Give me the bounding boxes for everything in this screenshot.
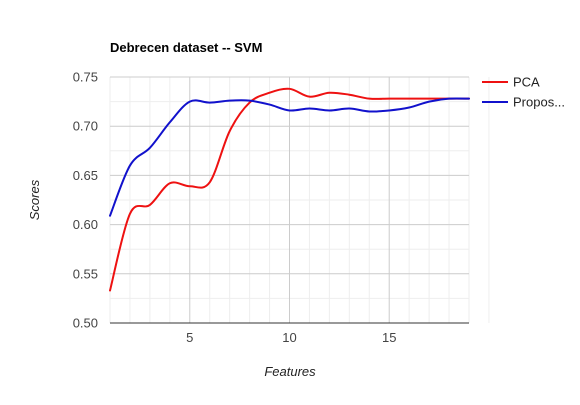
series-lines: [109, 87, 470, 292]
y-axis-title: Scores: [27, 179, 42, 220]
x-tick-label: 5: [186, 330, 193, 345]
series-line-pca: [109, 87, 470, 292]
y-tick-label: 0.50: [73, 316, 98, 331]
series-line-proposed: [109, 97, 470, 217]
legend: PCA Propos...: [482, 75, 565, 110]
x-tick-label: 10: [282, 330, 296, 345]
x-axis-ticks: 5 10 15: [186, 330, 396, 345]
y-tick-label: 0.65: [73, 168, 98, 183]
chart-title: Debrecen dataset -- SVM: [110, 40, 262, 55]
y-tick-label: 0.55: [73, 266, 98, 281]
legend-label: PCA: [513, 75, 540, 90]
y-axis-ticks: 0.50 0.55 0.60 0.65 0.70 0.75: [73, 70, 98, 331]
legend-label: Propos...: [513, 95, 565, 110]
y-tick-label: 0.60: [73, 217, 98, 232]
grid-lines: [109, 76, 490, 324]
y-tick-label: 0.70: [73, 119, 98, 134]
x-tick-label: 15: [382, 330, 396, 345]
y-tick-label: 0.75: [73, 70, 98, 85]
x-axis-title: Features: [264, 364, 316, 379]
